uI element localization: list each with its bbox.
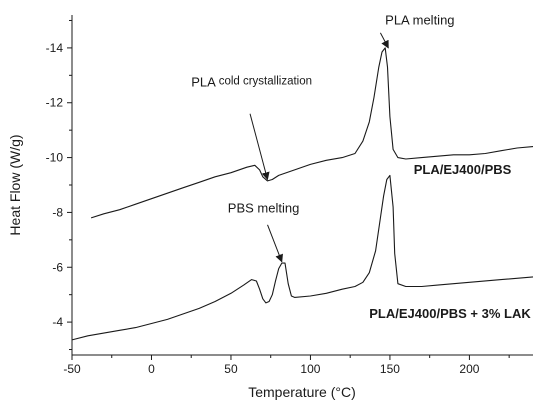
annotation-arrow (379, 32, 389, 49)
x-tick-label: 50 (224, 362, 238, 376)
x-axis-title: Temperature (°C) (248, 384, 356, 400)
annotation-group: PLA melting PLA cold crystallization PBS m… (191, 13, 531, 321)
annotation-text: PLA melting (385, 13, 454, 28)
y-tick-label: -8 (52, 205, 63, 219)
axes (71, 15, 533, 356)
annotation-arrow (267, 224, 283, 263)
y-tick-label: -10 (46, 151, 64, 165)
x-tick-label: 150 (380, 362, 400, 376)
y-ticks: -4 -6 -8 -10 -12 -14 (46, 19, 72, 351)
x-tick-label: 200 (459, 362, 479, 376)
annotation-text: PBS melting (228, 200, 300, 215)
annotation-arrow (249, 113, 270, 181)
y-tick-label: -4 (52, 315, 63, 329)
series-group (71, 47, 534, 341)
series-line-2 (71, 174, 534, 341)
annotation-text: PLA cold crystallization (191, 74, 312, 89)
series-label: PLA/EJ400/PBS + 3% LAK (369, 306, 531, 321)
series-label: PLA/EJ400/PBS (414, 162, 512, 177)
x-tick-label: 100 (300, 362, 320, 376)
x-ticks: -50 0 50 100 150 200 (63, 355, 510, 376)
y-tick-label: -12 (46, 96, 64, 110)
y-tick-label: -14 (46, 41, 64, 55)
y-axis-title: Heat Flow (W/g) (7, 134, 23, 235)
series-line-1 (90, 47, 534, 219)
x-tick-label: 0 (148, 362, 155, 376)
x-tick-label: -50 (63, 362, 81, 376)
y-tick-label: -6 (52, 260, 63, 274)
